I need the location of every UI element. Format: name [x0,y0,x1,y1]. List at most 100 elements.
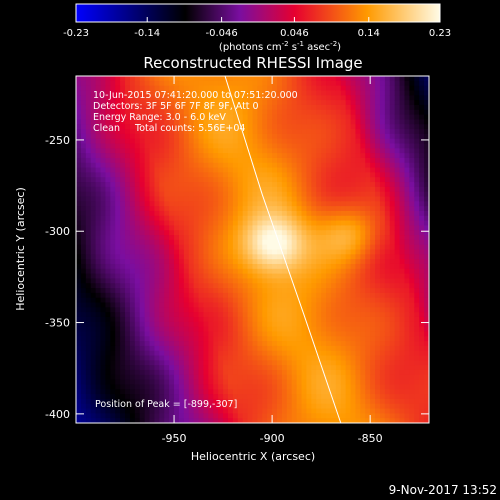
heatmap-cell [252,172,258,178]
heatmap-cell [213,85,219,92]
heatmap-cell [139,167,146,173]
heatmap-cell [100,408,107,414]
colorbar-tick-label: -0.14 [134,28,160,39]
heatmap-cell [95,90,102,96]
heatmap-cell [345,374,352,381]
heatmap-cell [90,331,97,337]
heatmap-cell [267,100,273,106]
heatmap-cell [316,413,322,419]
heatmap-cell [115,278,121,284]
heatmap-cell [183,316,190,323]
heatmap-cell [399,148,406,154]
heatmap-cell [340,394,347,400]
heatmap-cell [85,403,92,410]
heatmap-cell [242,302,249,308]
heatmap-cell [277,80,283,87]
heatmap-cell [90,403,97,410]
heatmap-cell [203,312,209,318]
heatmap-cell [237,331,244,337]
heatmap-cell [242,268,249,275]
heatmap-cell [252,292,258,299]
heatmap-cell [291,365,298,371]
heatmap-cell [316,138,322,145]
heatmap-cell [277,90,283,96]
heatmap-cell [218,369,224,376]
heatmap-cell [154,100,160,106]
heatmap-cell [301,167,308,173]
heatmap-cell [311,133,317,140]
heatmap-cell [154,206,160,212]
heatmap-cell [193,119,200,125]
heatmap-cell [198,230,205,236]
heatmap-cell [76,80,82,87]
heatmap-cell [350,124,357,130]
heatmap-cell [375,129,381,135]
heatmap-cell [316,389,322,395]
heatmap-cell [125,119,131,125]
heatmap-cell [281,321,288,328]
heatmap-cell [183,100,190,106]
heatmap-cell [193,100,200,106]
heatmap-cell [345,138,352,145]
heatmap-cell [365,389,371,395]
heatmap-cell [208,124,214,130]
heatmap-cell [218,182,224,188]
heatmap-cell [257,408,263,414]
heatmap-cell [394,389,401,395]
heatmap-cell [164,109,170,116]
heatmap-cell [227,365,234,371]
heatmap-cell [120,326,126,333]
heatmap-cell [208,394,214,400]
heatmap-cell [350,398,357,405]
heatmap-cell [355,95,361,101]
heatmap-cell [316,172,322,178]
heatmap-cell [345,394,352,400]
heatmap-cell [208,85,214,92]
heatmap-cell [159,210,165,217]
heatmap-cell [399,268,406,275]
heatmap-cell [80,418,87,423]
heatmap-cell [183,297,190,304]
heatmap-cell [330,133,337,140]
heatmap-cell [360,408,366,414]
heatmap-cell [379,95,386,101]
heatmap-cell [286,244,293,251]
heatmap-cell [120,177,126,183]
heatmap-cell [208,162,214,169]
heatmap-cell [227,215,234,222]
heatmap-cell [365,129,371,135]
heatmap-cell [277,143,283,149]
heatmap-cell [139,206,146,212]
heatmap-cell [389,239,396,246]
heatmap-cell [340,389,347,395]
heatmap-cell [306,244,312,251]
heatmap-cell [360,398,366,405]
heatmap-cell [125,384,131,390]
heatmap-cell [149,167,156,173]
heatmap-cell [203,162,209,169]
heatmap-cell [115,408,121,414]
heatmap-cell [76,350,82,357]
heatmap-cell [227,283,234,289]
heatmap-cell [281,206,288,212]
heatmap-cell [208,384,214,390]
heatmap-cell [291,244,298,251]
heatmap-cell [193,360,200,366]
heatmap-cell [409,283,415,289]
heatmap-cell [198,418,205,423]
heatmap-cell [286,259,293,265]
heatmap-cell [193,244,200,251]
heatmap-cell [90,398,97,405]
heatmap-cell [134,235,141,241]
heatmap-cell [174,191,180,198]
heatmap-cell [193,263,200,270]
heatmap-cell [291,85,298,92]
heatmap-cell [227,345,234,352]
heatmap-cell [139,384,146,390]
heatmap-cell [350,307,357,313]
heatmap-cell [360,350,366,357]
heatmap-cell [213,80,219,87]
heatmap-cell [198,331,205,337]
heatmap-cell [286,389,293,395]
heatmap-cell [203,76,209,82]
